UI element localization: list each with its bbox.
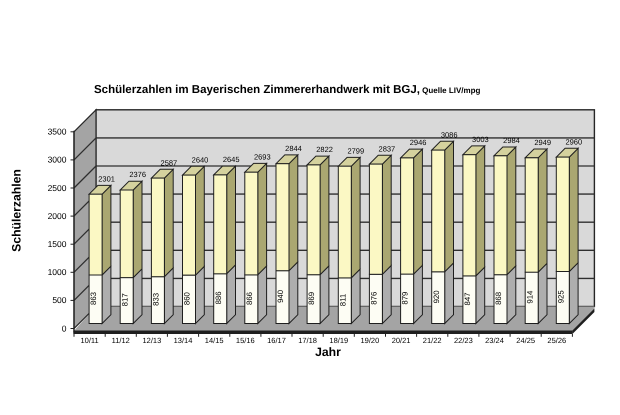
svg-text:817: 817: [120, 293, 129, 306]
svg-text:19/20: 19/20: [361, 336, 380, 345]
svg-text:24/25: 24/25: [516, 336, 535, 345]
svg-text:866: 866: [245, 292, 254, 305]
svg-text:2946: 2946: [410, 138, 427, 147]
svg-text:925: 925: [556, 290, 565, 304]
svg-text:2949: 2949: [534, 138, 551, 147]
svg-text:0: 0: [62, 323, 67, 333]
svg-text:500: 500: [52, 295, 66, 305]
svg-text:863: 863: [89, 292, 98, 305]
svg-text:1000: 1000: [48, 267, 67, 277]
svg-text:914: 914: [525, 290, 534, 304]
svg-text:18/19: 18/19: [329, 336, 348, 345]
svg-text:2500: 2500: [48, 183, 67, 193]
svg-text:2799: 2799: [347, 146, 364, 155]
svg-text:2640: 2640: [192, 155, 209, 164]
svg-text:3000: 3000: [48, 155, 67, 165]
svg-text:886: 886: [214, 291, 223, 304]
svg-text:21/22: 21/22: [423, 336, 442, 345]
svg-text:2000: 2000: [48, 211, 67, 221]
svg-text:Jahr: Jahr: [315, 345, 341, 359]
svg-text:20/21: 20/21: [392, 336, 411, 345]
svg-text:860: 860: [183, 291, 192, 305]
svg-text:2693: 2693: [254, 152, 271, 161]
svg-text:2645: 2645: [223, 155, 240, 164]
svg-text:12/13: 12/13: [143, 336, 162, 345]
svg-text:920: 920: [432, 290, 441, 304]
svg-text:2984: 2984: [503, 136, 520, 145]
svg-text:847: 847: [463, 292, 472, 305]
svg-text:11/12: 11/12: [112, 336, 130, 345]
svg-text:811: 811: [338, 294, 347, 306]
svg-text:10/11: 10/11: [80, 336, 98, 345]
svg-text:2960: 2960: [565, 137, 582, 146]
svg-text:15/16: 15/16: [236, 336, 255, 345]
svg-text:876: 876: [370, 292, 379, 305]
svg-text:2822: 2822: [316, 145, 333, 154]
svg-text:2301: 2301: [98, 174, 115, 183]
svg-text:16/17: 16/17: [267, 336, 286, 345]
svg-text:22/23: 22/23: [454, 336, 473, 345]
svg-text:1500: 1500: [48, 239, 67, 249]
svg-text:2844: 2844: [285, 144, 302, 153]
svg-text:940: 940: [276, 289, 285, 303]
svg-text:833: 833: [152, 293, 161, 306]
svg-text:3003: 3003: [472, 135, 489, 144]
svg-text:868: 868: [494, 292, 503, 305]
svg-text:879: 879: [401, 292, 410, 305]
svg-text:14/15: 14/15: [205, 336, 224, 345]
svg-text:25/26: 25/26: [547, 336, 566, 345]
svg-text:869: 869: [307, 292, 316, 305]
svg-text:Schülerzahlen im Bayerischen Z: Schülerzahlen im Bayerischen Zimmererhan…: [94, 84, 481, 96]
svg-text:Schülerzahlen: Schülerzahlen: [10, 169, 24, 252]
svg-text:17/18: 17/18: [298, 336, 317, 345]
svg-text:3086: 3086: [441, 130, 458, 139]
svg-text:2376: 2376: [129, 170, 146, 179]
svg-text:23/24: 23/24: [485, 336, 504, 345]
svg-text:2587: 2587: [161, 158, 178, 167]
svg-text:3500: 3500: [48, 127, 67, 137]
svg-text:13/14: 13/14: [174, 336, 193, 345]
svg-text:2837: 2837: [379, 144, 396, 153]
